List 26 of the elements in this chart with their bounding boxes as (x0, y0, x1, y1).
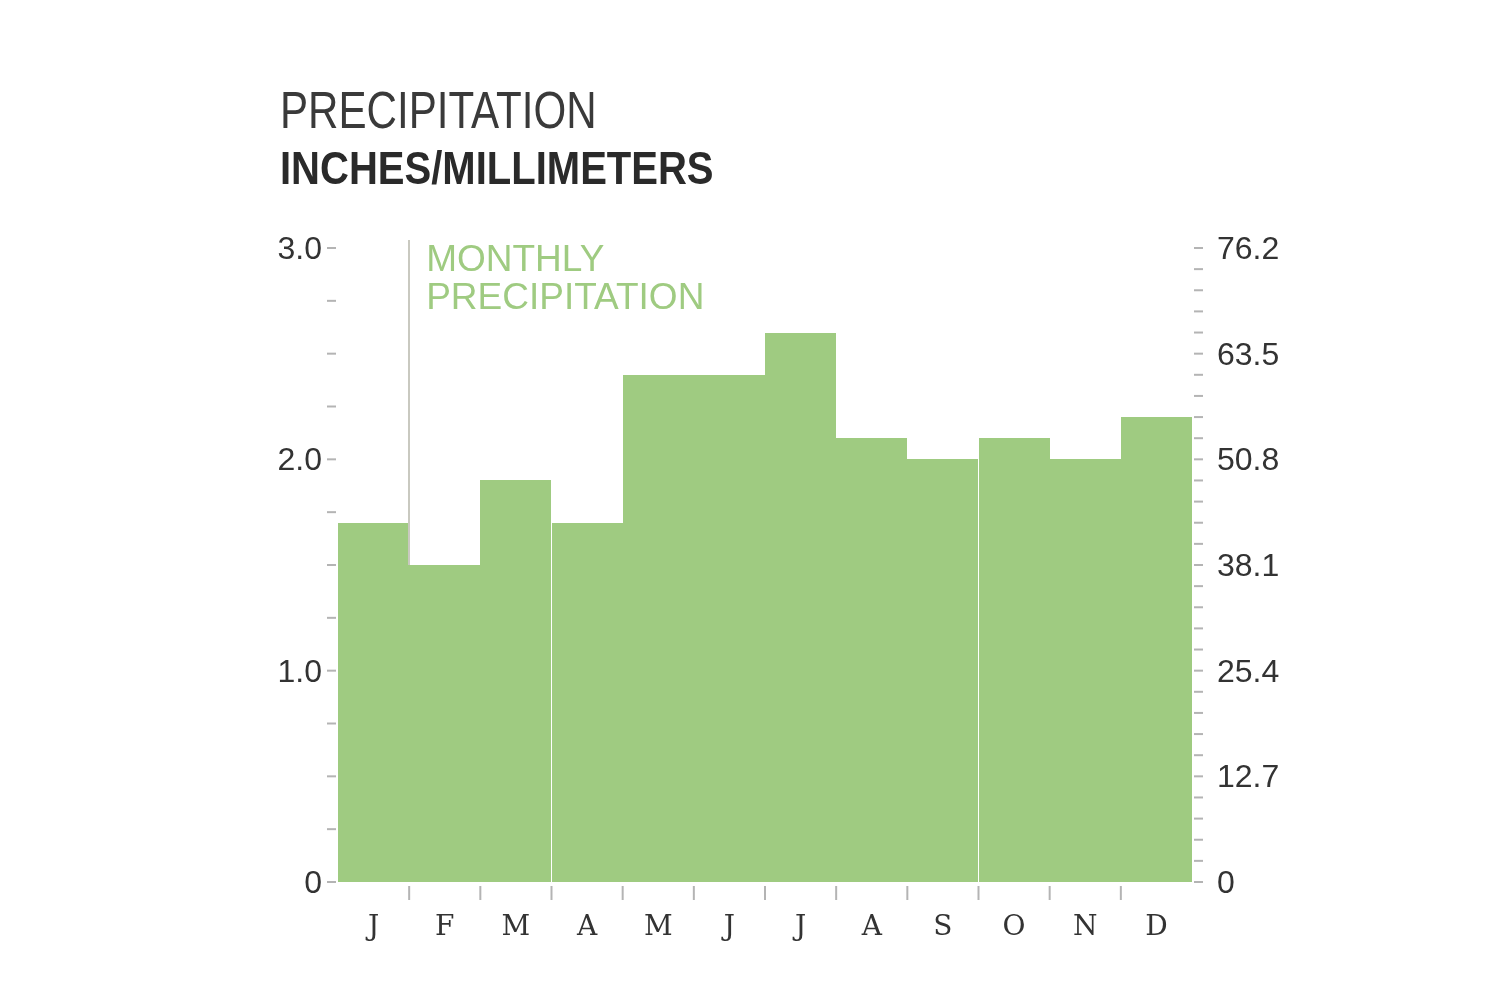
x-tick-label: D (1145, 909, 1168, 942)
y2-tick-label: 38.1 (1217, 547, 1280, 583)
y2-tick-label: 0 (1217, 864, 1235, 900)
x-tick-label: F (435, 909, 455, 942)
y2-tick-label: 63.5 (1217, 335, 1280, 372)
x-tick-label: J (364, 909, 380, 942)
y-tick-label: 1.0 (277, 652, 322, 689)
chart-subtitle: INCHES/MILLIMETERS (280, 142, 714, 194)
y-tick-label: 0 (304, 864, 322, 900)
x-tick-label: M (643, 909, 673, 942)
y2-tick-label: 25.4 (1217, 652, 1280, 689)
y2-tick-label: 76.2 (1217, 230, 1280, 266)
x-tick-label: A (575, 909, 598, 942)
y2-tick-label: 50.8 (1217, 441, 1280, 478)
y-tick-label: 3.0 (277, 230, 322, 266)
x-tick-label: J (720, 909, 736, 942)
x-tick-label: M (501, 909, 531, 942)
y2-tick-label: 12.7 (1217, 758, 1280, 795)
x-tick-label: A (860, 909, 883, 942)
x-tick-label: O (1002, 909, 1026, 942)
y-tick-label: 2.0 (277, 441, 322, 478)
x-tick-label: N (1073, 909, 1098, 942)
x-tick-label: J (791, 909, 807, 942)
x-tick-label: S (933, 909, 953, 942)
series-label: MONTHLY PRECIPITATION (426, 238, 706, 317)
chart-title: PRECIPITATION (280, 81, 597, 139)
